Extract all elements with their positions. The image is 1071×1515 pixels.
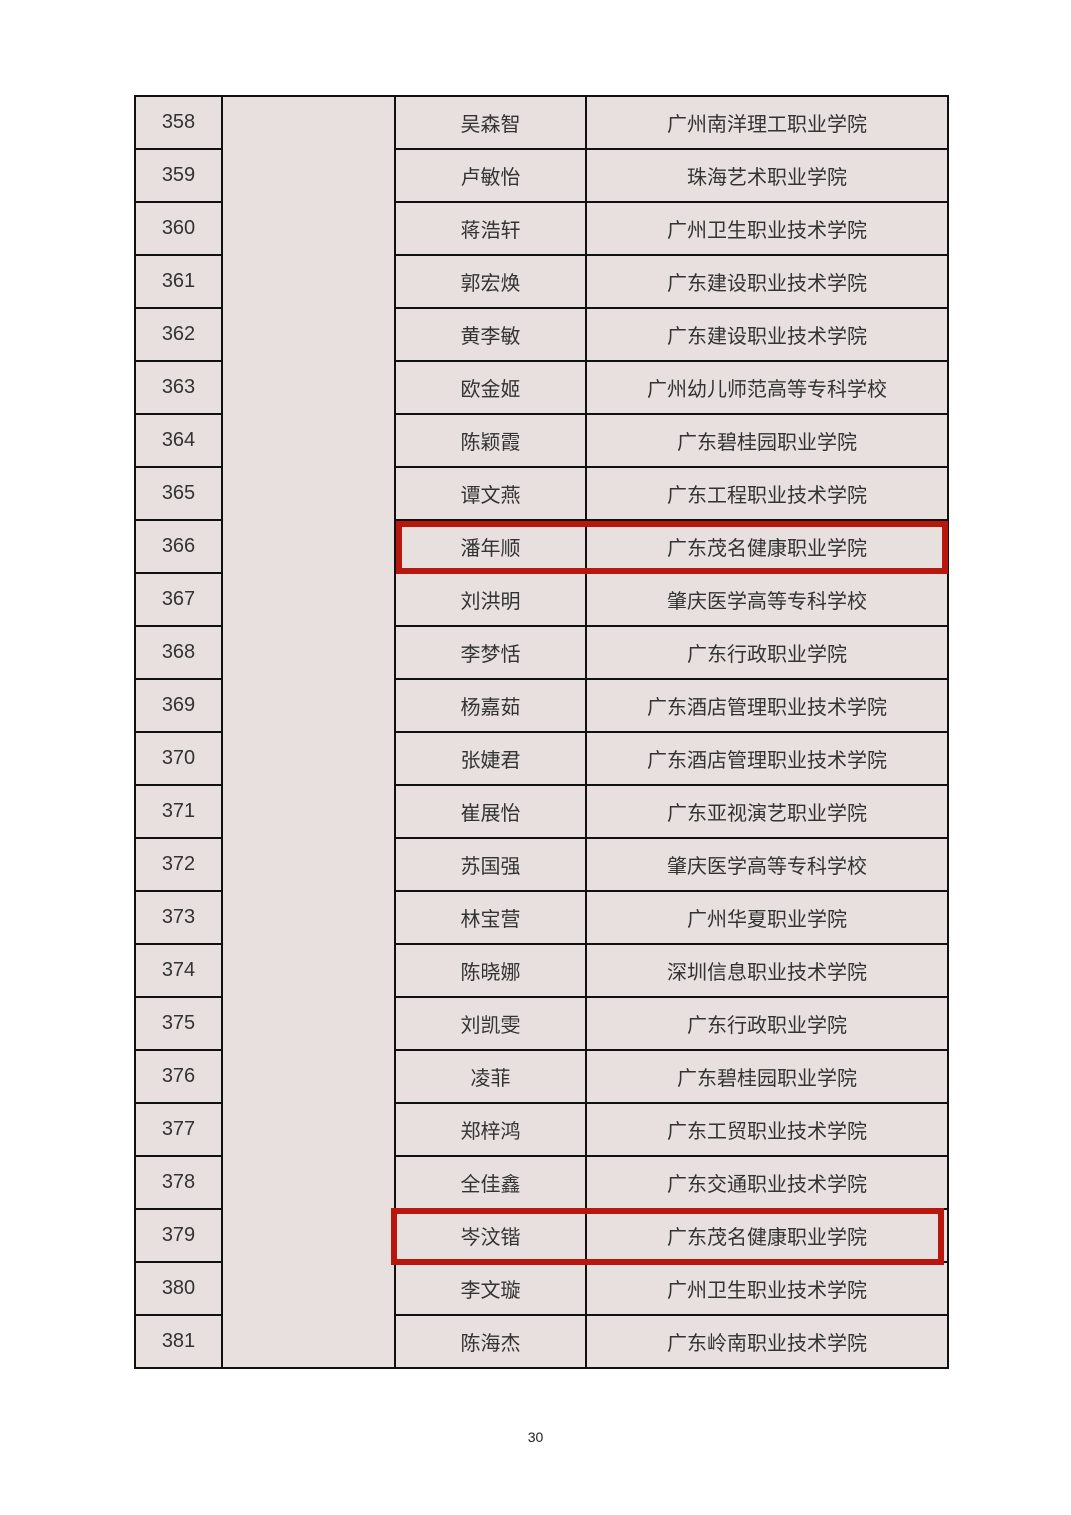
school-cell: 深圳信息职业技术学院 (585, 943, 949, 998)
name-cell: 蒋浩轩 (394, 201, 587, 256)
row-number: 364 (134, 413, 223, 468)
table-row: 370 张婕君 广东酒店管理职业技术学院 (134, 731, 949, 786)
name-cell: 潘年顺 (394, 519, 587, 574)
school-cell: 肇庆医学高等专科学校 (585, 572, 949, 627)
row-number: 379 (134, 1208, 223, 1263)
name-cell: 陈晓娜 (394, 943, 587, 998)
table-row: 381 陈海杰 广东岭南职业技术学院 (134, 1314, 949, 1369)
row-number: 380 (134, 1261, 223, 1316)
row-number: 365 (134, 466, 223, 521)
row-number: 373 (134, 890, 223, 945)
table-row: 359 卢敏怡 珠海艺术职业学院 (134, 148, 949, 203)
table-row: 361 郭宏焕 广东建设职业技术学院 (134, 254, 949, 309)
school-cell: 广州华夏职业学院 (585, 890, 949, 945)
row-number: 366 (134, 519, 223, 574)
row-number: 358 (134, 95, 223, 150)
name-cell: 苏国强 (394, 837, 587, 892)
table-row: 375 刘凯雯 广东行政职业学院 (134, 996, 949, 1051)
name-cell: 李文璇 (394, 1261, 587, 1316)
name-cell: 全佳鑫 (394, 1155, 587, 1210)
table-row: 366 潘年顺 广东茂名健康职业学院 (134, 519, 949, 574)
table-row: 369 杨嘉茹 广东酒店管理职业技术学院 (134, 678, 949, 733)
table-row: 378 全佳鑫 广东交通职业技术学院 (134, 1155, 949, 1210)
school-cell: 广州卫生职业技术学院 (585, 1261, 949, 1316)
table-row: 379 岑汶锴 广东茂名健康职业学院 (134, 1208, 949, 1263)
school-cell: 广东行政职业学院 (585, 625, 949, 680)
row-number: 359 (134, 148, 223, 203)
name-cell: 卢敏怡 (394, 148, 587, 203)
row-number: 369 (134, 678, 223, 733)
row-number: 363 (134, 360, 223, 415)
school-cell: 广东茂名健康职业学院 (585, 519, 949, 574)
name-cell: 欧金姬 (394, 360, 587, 415)
row-number: 376 (134, 1049, 223, 1104)
school-cell: 珠海艺术职业学院 (585, 148, 949, 203)
row-number: 371 (134, 784, 223, 839)
school-cell: 广东碧桂园职业学院 (585, 1049, 949, 1104)
table-row: 364 陈颖霞 广东碧桂园职业学院 (134, 413, 949, 468)
name-cell: 刘洪明 (394, 572, 587, 627)
school-cell: 广东行政职业学院 (585, 996, 949, 1051)
row-number: 368 (134, 625, 223, 680)
name-cell: 陈颖霞 (394, 413, 587, 468)
table-row: 368 李梦恬 广东行政职业学院 (134, 625, 949, 680)
row-number: 362 (134, 307, 223, 362)
table-row: 365 谭文燕 广东工程职业技术学院 (134, 466, 949, 521)
row-number: 381 (134, 1314, 223, 1369)
table-row: 360 蒋浩轩 广州卫生职业技术学院 (134, 201, 949, 256)
name-cell: 吴森智 (394, 95, 587, 150)
name-cell: 李梦恬 (394, 625, 587, 680)
name-cell: 张婕君 (394, 731, 587, 786)
category-cell (221, 95, 396, 1369)
school-cell: 广东茂名健康职业学院 (585, 1208, 949, 1263)
name-cell: 凌菲 (394, 1049, 587, 1104)
school-cell: 广东建设职业技术学院 (585, 307, 949, 362)
name-cell: 刘凯雯 (394, 996, 587, 1051)
name-cell: 郭宏焕 (394, 254, 587, 309)
name-cell: 崔展怡 (394, 784, 587, 839)
row-number: 370 (134, 731, 223, 786)
name-cell: 黄李敏 (394, 307, 587, 362)
table-row: 362 黄李敏 广东建设职业技术学院 (134, 307, 949, 362)
row-number: 375 (134, 996, 223, 1051)
school-cell: 广东建设职业技术学院 (585, 254, 949, 309)
table-row: 377 郑梓鸿 广东工贸职业技术学院 (134, 1102, 949, 1157)
school-cell: 广州南洋理工职业学院 (585, 95, 949, 150)
name-cell: 岑汶锴 (394, 1208, 587, 1263)
name-cell: 郑梓鸿 (394, 1102, 587, 1157)
row-number: 372 (134, 837, 223, 892)
school-cell: 广东交通职业技术学院 (585, 1155, 949, 1210)
table-row: 372 苏国强 肇庆医学高等专科学校 (134, 837, 949, 892)
row-number: 374 (134, 943, 223, 998)
awards-table: 358 吴森智 广州南洋理工职业学院 359 卢敏怡 珠海艺术职业学院 360 蒋浩轩 广州卫生… (134, 95, 949, 1369)
table-row: 374 陈晓娜 深圳信息职业技术学院 (134, 943, 949, 998)
school-cell: 广东岭南职业技术学院 (585, 1314, 949, 1369)
school-cell: 广东工程职业技术学院 (585, 466, 949, 521)
table-row: 376 凌菲 广东碧桂园职业学院 (134, 1049, 949, 1104)
name-cell: 陈海杰 (394, 1314, 587, 1369)
table-row: 380 李文璇 广州卫生职业技术学院 (134, 1261, 949, 1316)
school-cell: 广东工贸职业技术学院 (585, 1102, 949, 1157)
row-number: 367 (134, 572, 223, 627)
row-number: 361 (134, 254, 223, 309)
school-cell: 广东碧桂园职业学院 (585, 413, 949, 468)
name-cell: 林宝营 (394, 890, 587, 945)
school-cell: 广东酒店管理职业技术学院 (585, 731, 949, 786)
table-row: 373 林宝营 广州华夏职业学院 (134, 890, 949, 945)
table-row: 358 吴森智 广州南洋理工职业学院 (134, 95, 949, 1369)
row-number: 360 (134, 201, 223, 256)
school-cell: 广东酒店管理职业技术学院 (585, 678, 949, 733)
row-number: 378 (134, 1155, 223, 1210)
school-cell: 广州卫生职业技术学院 (585, 201, 949, 256)
row-number: 377 (134, 1102, 223, 1157)
page-number: 30 (527, 1429, 544, 1445)
school-cell: 广州幼儿师范高等专科学校 (585, 360, 949, 415)
school-cell: 肇庆医学高等专科学校 (585, 837, 949, 892)
table-row: 367 刘洪明 肇庆医学高等专科学校 (134, 572, 949, 627)
table-row: 363 欧金姬 广州幼儿师范高等专科学校 (134, 360, 949, 415)
name-cell: 谭文燕 (394, 466, 587, 521)
table-row: 371 崔展怡 广东亚视演艺职业学院 (134, 784, 949, 839)
name-cell: 杨嘉茹 (394, 678, 587, 733)
school-cell: 广东亚视演艺职业学院 (585, 784, 949, 839)
